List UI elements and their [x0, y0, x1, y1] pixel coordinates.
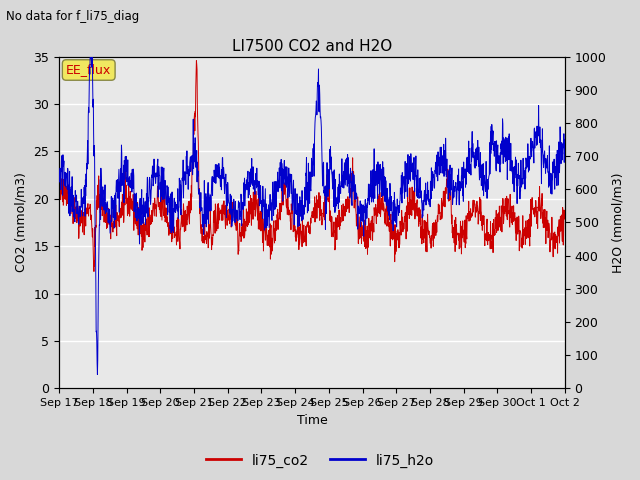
Y-axis label: CO2 (mmol/m3): CO2 (mmol/m3) — [15, 172, 28, 272]
Text: No data for f_li75_diag: No data for f_li75_diag — [6, 10, 140, 23]
Text: EE_flux: EE_flux — [66, 63, 111, 76]
Legend: li75_co2, li75_h2o: li75_co2, li75_h2o — [200, 448, 440, 473]
X-axis label: Time: Time — [296, 414, 328, 427]
Title: LI7500 CO2 and H2O: LI7500 CO2 and H2O — [232, 39, 392, 54]
Y-axis label: H2O (mmol/m3): H2O (mmol/m3) — [612, 172, 625, 273]
